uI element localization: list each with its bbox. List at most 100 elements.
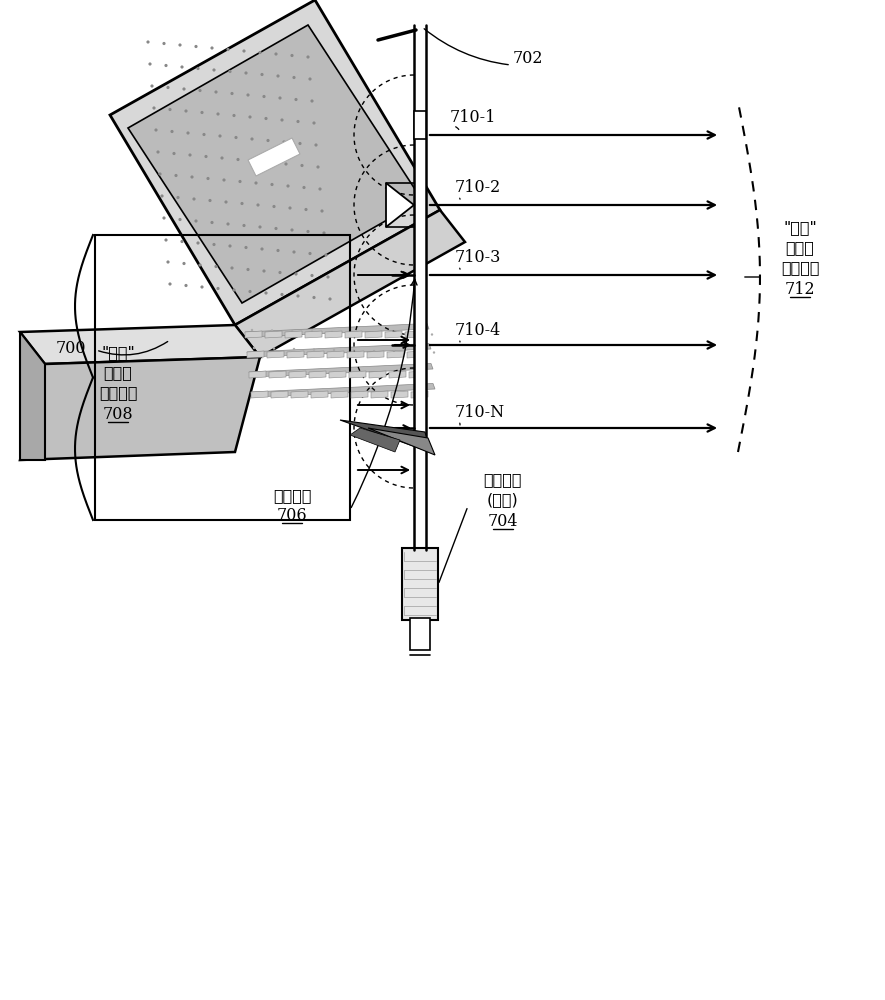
Text: 710-1: 710-1	[450, 109, 496, 126]
Circle shape	[212, 68, 216, 72]
Circle shape	[312, 296, 316, 299]
Polygon shape	[247, 351, 264, 358]
Circle shape	[184, 284, 188, 287]
Circle shape	[312, 121, 316, 125]
Circle shape	[165, 238, 167, 242]
Circle shape	[184, 109, 188, 113]
Circle shape	[273, 205, 275, 208]
Circle shape	[190, 175, 194, 179]
Circle shape	[206, 177, 210, 180]
Polygon shape	[307, 351, 324, 358]
Circle shape	[168, 282, 172, 286]
Circle shape	[195, 45, 197, 48]
Polygon shape	[331, 391, 348, 398]
Circle shape	[298, 142, 302, 145]
Circle shape	[281, 293, 283, 296]
Circle shape	[304, 208, 308, 211]
Polygon shape	[128, 25, 422, 303]
Circle shape	[220, 156, 224, 160]
Circle shape	[198, 263, 202, 267]
Circle shape	[227, 48, 229, 51]
Circle shape	[311, 99, 313, 103]
Circle shape	[250, 329, 253, 331]
Circle shape	[150, 84, 154, 88]
Bar	[410, 618, 430, 650]
Circle shape	[431, 333, 433, 336]
Polygon shape	[351, 391, 368, 398]
Circle shape	[433, 351, 435, 354]
Circle shape	[350, 331, 353, 334]
Circle shape	[168, 108, 172, 111]
Circle shape	[241, 202, 243, 205]
Polygon shape	[387, 351, 404, 358]
Polygon shape	[349, 371, 366, 378]
Circle shape	[196, 67, 200, 70]
Circle shape	[173, 152, 175, 155]
Circle shape	[295, 98, 297, 101]
Circle shape	[254, 181, 258, 185]
Circle shape	[252, 159, 256, 163]
Circle shape	[228, 70, 232, 73]
Circle shape	[333, 349, 335, 351]
Circle shape	[317, 165, 319, 169]
Text: 710-3: 710-3	[455, 249, 502, 266]
Circle shape	[236, 158, 240, 161]
Circle shape	[371, 332, 373, 334]
Polygon shape	[20, 332, 45, 460]
Circle shape	[250, 137, 254, 141]
Polygon shape	[386, 183, 414, 227]
Circle shape	[230, 92, 234, 95]
Circle shape	[279, 271, 281, 274]
Polygon shape	[20, 357, 260, 460]
Circle shape	[179, 43, 181, 47]
Circle shape	[200, 285, 204, 289]
Circle shape	[227, 222, 229, 226]
Circle shape	[391, 332, 393, 335]
Circle shape	[274, 52, 278, 56]
Text: 706: 706	[277, 507, 307, 524]
Polygon shape	[365, 331, 382, 338]
Polygon shape	[305, 331, 322, 338]
Circle shape	[412, 351, 415, 353]
Text: "透镜": "透镜"	[101, 345, 135, 360]
Circle shape	[146, 40, 150, 44]
Polygon shape	[267, 351, 284, 358]
Circle shape	[181, 65, 183, 69]
Text: (透镜): (透镜)	[487, 492, 519, 507]
Circle shape	[163, 216, 165, 220]
Polygon shape	[245, 324, 429, 337]
Circle shape	[311, 274, 313, 277]
Circle shape	[242, 224, 246, 227]
Circle shape	[249, 115, 251, 119]
Text: 整形壳体: 整形壳体	[484, 472, 522, 487]
Bar	[414, 25, 426, 550]
Polygon shape	[249, 363, 433, 377]
Circle shape	[246, 93, 250, 97]
Circle shape	[166, 260, 170, 264]
Bar	[402, 548, 438, 620]
Polygon shape	[110, 0, 440, 325]
Polygon shape	[251, 383, 435, 397]
Circle shape	[222, 178, 226, 182]
Circle shape	[290, 228, 294, 232]
Polygon shape	[325, 331, 342, 338]
Circle shape	[174, 174, 178, 177]
Circle shape	[308, 77, 312, 81]
Circle shape	[262, 95, 266, 98]
Circle shape	[281, 118, 283, 122]
Circle shape	[195, 219, 197, 223]
Circle shape	[314, 143, 318, 147]
Circle shape	[260, 73, 264, 76]
Text: "透镜": "透镜"	[783, 220, 817, 235]
Polygon shape	[248, 138, 300, 176]
Circle shape	[284, 162, 288, 166]
Circle shape	[233, 114, 235, 117]
Circle shape	[157, 150, 159, 154]
Circle shape	[265, 291, 267, 295]
Circle shape	[242, 49, 246, 53]
Polygon shape	[285, 331, 302, 338]
Circle shape	[208, 199, 212, 202]
Circle shape	[271, 329, 273, 332]
Circle shape	[181, 240, 183, 243]
Polygon shape	[369, 371, 386, 378]
